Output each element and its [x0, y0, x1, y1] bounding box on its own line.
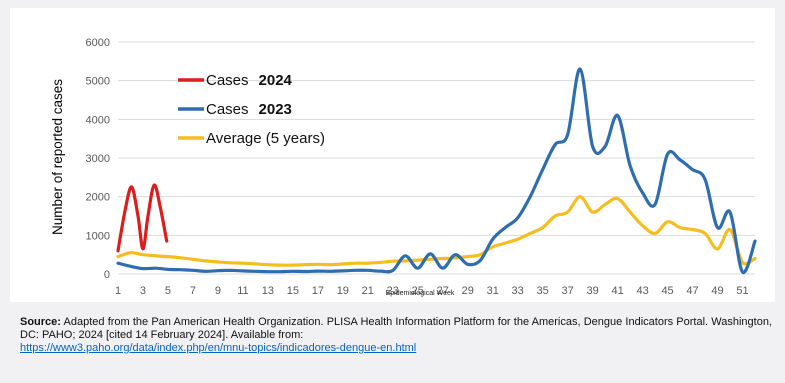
x-tick-label: 31	[487, 285, 499, 297]
x-tick-label: 3	[140, 285, 146, 297]
y-tick-label: 1000	[86, 230, 110, 242]
series-line-average-5-years	[116, 195, 757, 267]
x-tick-label: 15	[287, 285, 299, 297]
x-tick-label: 19	[337, 285, 349, 297]
y-tick-label: 2000	[86, 192, 110, 204]
x-tick-label: 29	[462, 285, 474, 297]
y-axis-label: Number of reported cases	[50, 79, 65, 235]
x-tick-label: 13	[262, 285, 274, 297]
x-tick-label: 27	[437, 285, 449, 297]
x-tick-labels: 1 3 5 7 9 11 13 15 17 19 21 23 25 27 29 31 33 35 37 39 41 43 4…	[115, 285, 749, 297]
x-tick-label: 49	[711, 285, 723, 297]
legend-year-2024: 2024	[259, 72, 293, 89]
x-tick-label: 23	[387, 285, 399, 297]
source-text: Adapted from the Pan American Health Org…	[20, 316, 772, 341]
x-tick-label: 1	[115, 285, 121, 297]
legend-label-average-5-years: Average (5 years)	[206, 130, 325, 147]
y-tick-label: 6000	[86, 37, 110, 49]
x-tick-label: 43	[636, 285, 648, 297]
x-tick-label: 5	[165, 285, 171, 297]
y-tick-label: 3000	[86, 153, 110, 165]
source-label: Source:	[20, 316, 61, 328]
x-tick-label: 35	[537, 285, 549, 297]
series-line-cases-2023	[116, 67, 757, 274]
grid-layer	[118, 41, 755, 275]
x-tick-label: 33	[512, 285, 524, 297]
x-tick-label: 39	[587, 285, 599, 297]
y-tick-label: 5000	[86, 76, 110, 88]
y-tick-label: 4000	[86, 114, 110, 126]
series-line-cases-2024	[116, 183, 169, 253]
y-tick-labels: 0 1000 2000 3000 4000 5000 6000	[86, 37, 110, 281]
x-tick-label: 37	[562, 285, 574, 297]
x-tick-label: 47	[686, 285, 698, 297]
x-tick-label: 9	[215, 285, 221, 297]
chart-panel: 0 1000 2000 3000 4000 5000 6000 1 3 5 7 9 11 13 15 17 1…	[10, 8, 775, 302]
legend-label-cases-2023: Cases 2023	[206, 101, 292, 118]
y-tick-label: 0	[104, 269, 110, 281]
x-tick-label: 45	[661, 285, 673, 297]
series-layer	[116, 67, 757, 274]
x-tick-label: 11	[237, 285, 248, 297]
x-tick-label: 41	[611, 285, 623, 297]
legend-year-2023: 2023	[259, 101, 292, 118]
x-axis-label: Epidemiological Week	[386, 290, 455, 297]
x-tick-label: 51	[736, 285, 748, 297]
x-tick-label: 21	[362, 285, 374, 297]
source-citation: Source: Adapted from the Pan American He…	[20, 316, 772, 355]
source-link[interactable]: https://www3.paho.org/data/index.php/en/…	[20, 342, 417, 354]
x-tick-label: 25	[412, 285, 424, 297]
x-tick-label: 7	[190, 285, 196, 297]
x-tick-label: 17	[312, 285, 324, 297]
